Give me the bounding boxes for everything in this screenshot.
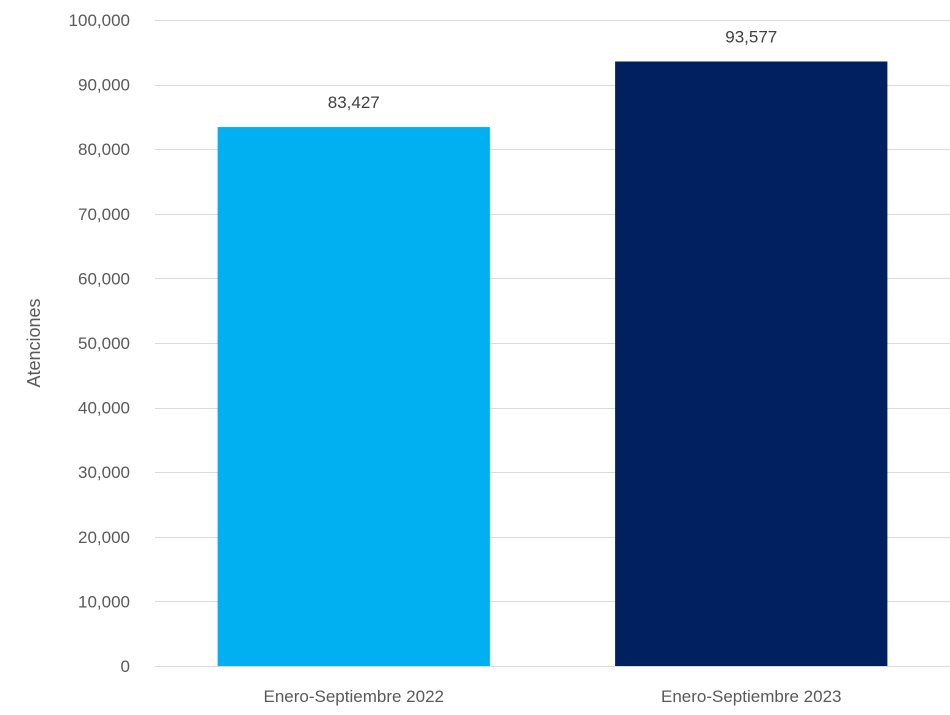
y-axis-ticks: 0 10,000 20,000 30,000 40,000 50,000 60,000 70,… bbox=[69, 11, 130, 676]
x-tick-label: Enero-Septiembre 2022 bbox=[263, 687, 444, 706]
y-tick-label: 70,000 bbox=[78, 205, 130, 224]
y-tick-label: 90,000 bbox=[78, 76, 130, 95]
bar bbox=[615, 61, 888, 667]
data-label: 83,427 bbox=[328, 93, 380, 112]
data-label: 93,577 bbox=[725, 27, 777, 46]
y-tick-label: 20,000 bbox=[78, 528, 130, 547]
y-axis-title: Atenciones bbox=[24, 298, 44, 387]
x-axis-ticks: Enero-Septiembre 2022 Enero-Septiembre 20… bbox=[263, 687, 841, 706]
y-tick-label: 50,000 bbox=[78, 334, 130, 353]
data-labels: 83,427 93,577 bbox=[328, 27, 778, 112]
y-tick-label: 10,000 bbox=[78, 592, 130, 611]
y-tick-label: 40,000 bbox=[78, 399, 130, 418]
bars bbox=[217, 61, 888, 667]
x-tick-label: Enero-Septiembre 2023 bbox=[661, 687, 842, 706]
y-tick-label: 30,000 bbox=[78, 463, 130, 482]
y-tick-label: 60,000 bbox=[78, 269, 130, 288]
y-tick-label: 100,000 bbox=[69, 11, 130, 30]
y-tick-label: 80,000 bbox=[78, 140, 130, 159]
bar bbox=[217, 127, 490, 666]
y-tick-label: 0 bbox=[121, 657, 130, 676]
